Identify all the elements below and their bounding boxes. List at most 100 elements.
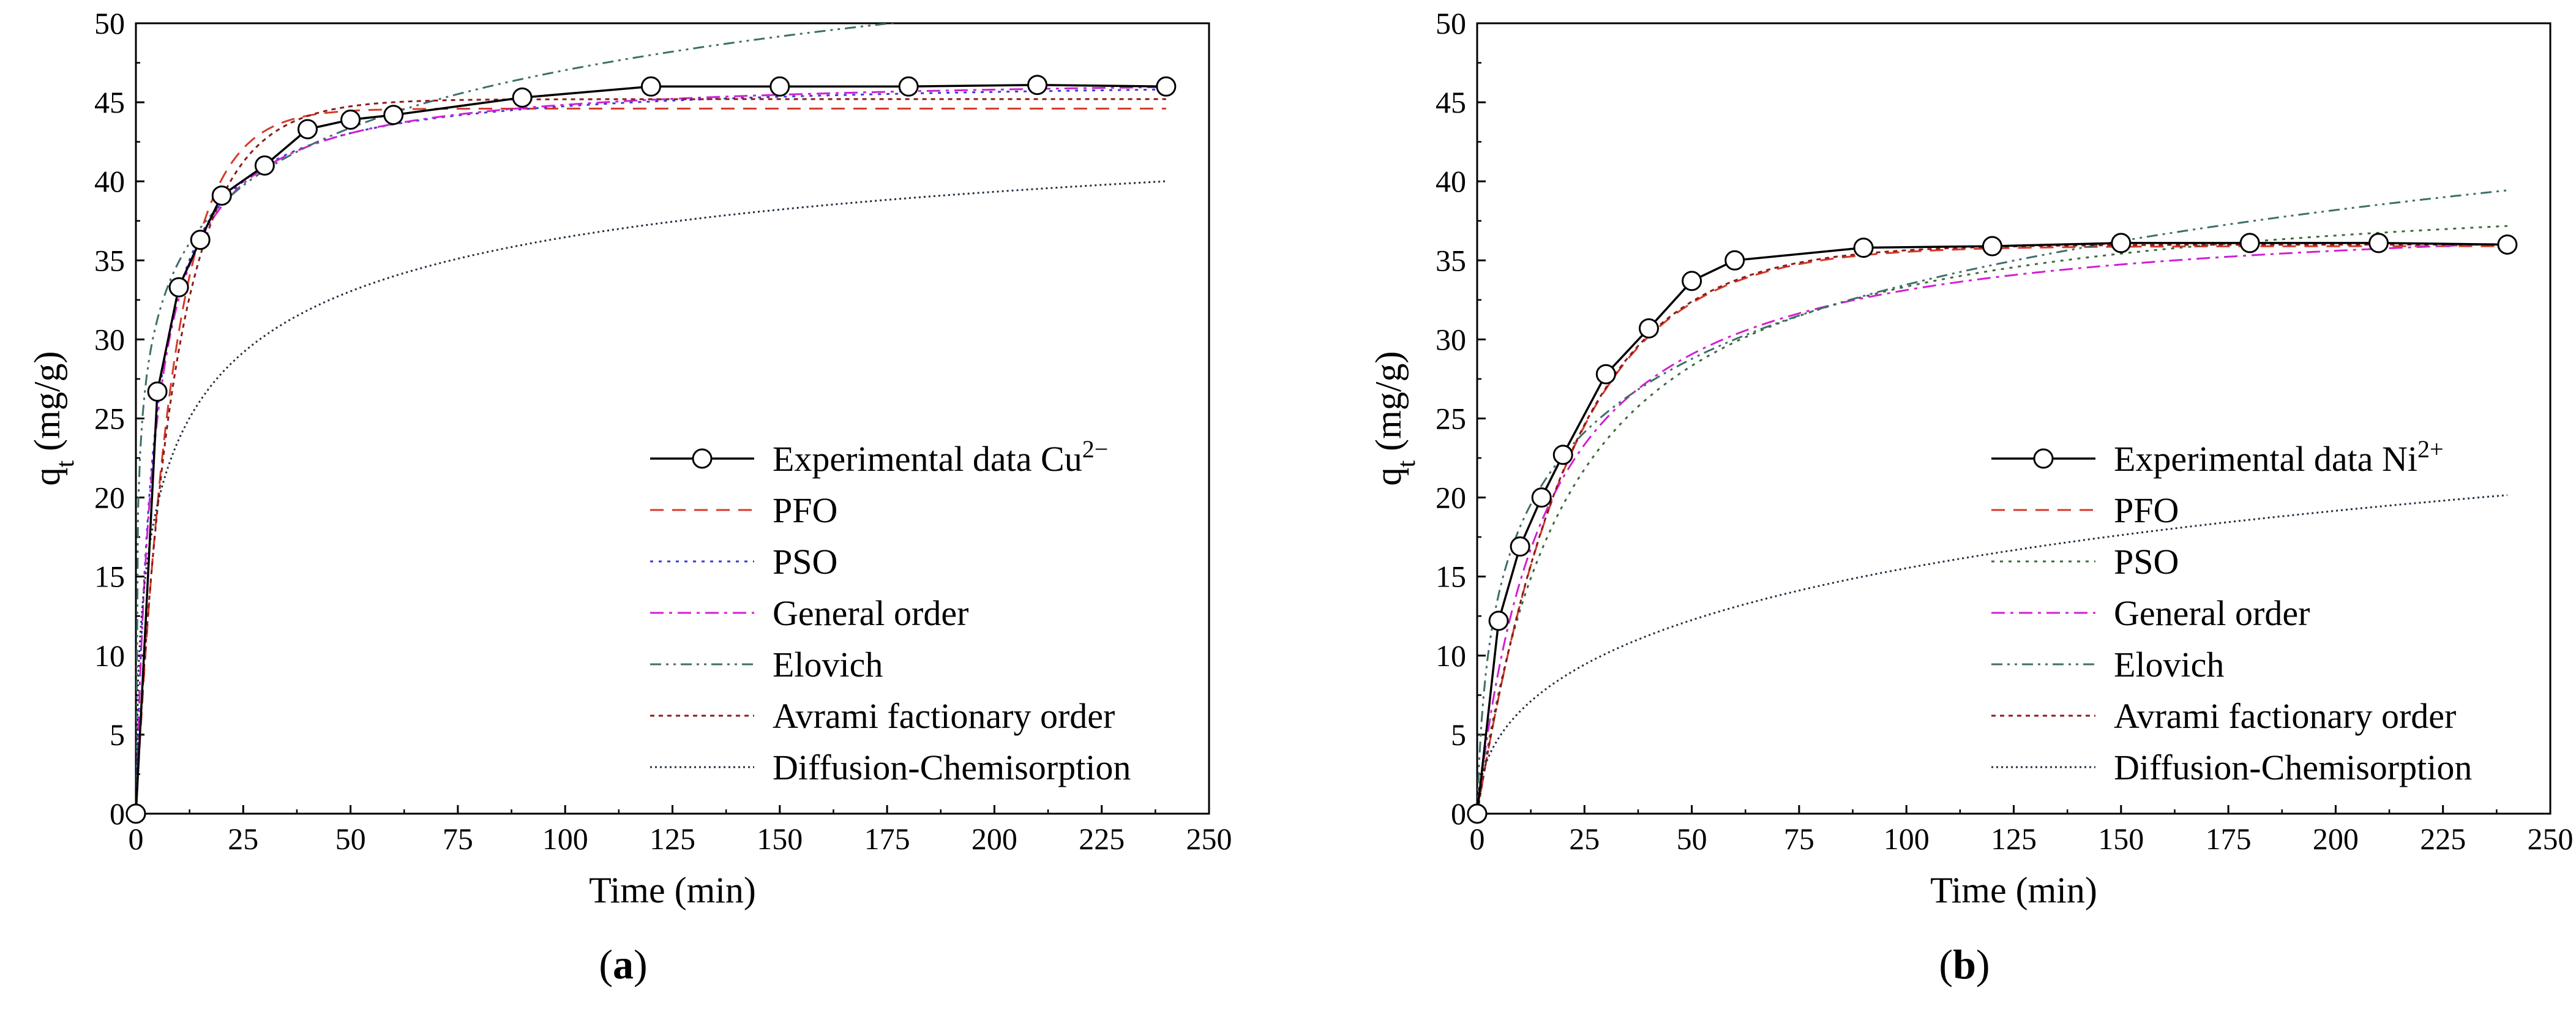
chart-0-legend-series-0-label: PFO [773,490,837,530]
chart-0-xtick-label-1: 25 [228,822,258,856]
chart-0-experimental-point-8 [383,105,404,126]
chart-1-xtick-label-10: 250 [2528,822,2574,856]
chart-1-ytick-label-1: 5 [1451,718,1466,752]
chart-0-experimental-point-9 [512,87,533,108]
chart-0-ytick-label-9: 45 [94,85,125,119]
chart-0-series-5-line [136,180,1166,814]
chart-1-experimental-point-6 [1638,318,1659,339]
chart-1-experimental-point-4 [1552,444,1573,465]
chart-0-legend-series-5-label: Diffusion-Chemisorption [773,748,1131,787]
chart-1-experimental-point-9 [1853,238,1874,258]
chart-0-experimental-point-13 [1027,75,1048,96]
chart-1-legend-series-0-label: PFO [2114,490,2179,530]
chart-1-legend-series-2-label: General order [2114,593,2310,633]
chart-0-series-4-line [136,98,1166,814]
chart-1-series-3-line [1477,189,2508,814]
chart-1-experimental-point-2 [1510,536,1530,557]
chart-1: 0 25 50 75 100 125 150 175 200 225 250 0 5 10 15 20 25 30… [1368,6,2574,988]
chart-1-experimental-point-1 [1488,610,1509,631]
chart-1-xtick-label-7: 175 [2206,822,2252,856]
chart-0-xtick-label-3: 75 [443,822,473,856]
chart-0-experimental-point-7 [340,110,361,130]
chart-1-experimental-point-12 [2239,233,2260,253]
chart-0-experimental-point-14 [1156,76,1177,97]
chart-0-legend-series-2-label: General order [773,593,968,633]
chart-0-experimental-point-5 [254,155,275,176]
chart-0-experimental-point-4 [211,185,232,206]
chart-0-xtick-label-0: 0 [129,822,144,856]
chart-1-y-axis-title-unit: (mg/g) [1368,351,1409,460]
chart-1-experimental-point-11 [2111,233,2132,253]
chart-0-experimental-point-6 [297,119,318,140]
chart-0-ytick-label-0: 0 [110,797,125,831]
chart-0-ytick-label-6: 30 [94,322,125,356]
chart-1-legend-series-4-label: Avrami factionary order [2114,696,2456,736]
chart-1-xtick-label-9: 225 [2420,822,2466,856]
chart-0-legend-series-3-label: Elovich [773,645,883,684]
chart-1-y-axis-title-sub: t [1393,460,1421,467]
chart-0-panel-label-open: ( [599,941,613,988]
chart-0-panel-label-close: ) [634,941,648,988]
chart-1-y-axis-title: qt (mg/g) [1368,351,1421,486]
chart-1-xtick-label-4: 100 [1884,822,1930,856]
chart-1-ytick-label-8: 40 [1436,164,1466,198]
chart-1-ytick-label-9: 45 [1436,85,1466,119]
chart-1-ytick-label-5: 25 [1436,402,1466,436]
chart-1-legend-experimental-name: Experimental data Ni [2114,439,2417,479]
chart-1-xtick-label-0: 0 [1470,822,1485,856]
chart-1-experimental-point-10 [1982,236,2002,257]
chart-1-series-5-line [1477,494,2508,814]
chart-1-ytick-label-0: 0 [1451,797,1466,831]
chart-0-panel-label: (a) [599,941,647,988]
chart-0-xtick-label-10: 250 [1186,822,1232,856]
chart-0-y-axis-title-unit: (mg/g) [27,351,67,460]
chart-1-legend-series-3-label: Elovich [2114,645,2224,684]
chart-1-experimental-point-0 [1467,803,1488,824]
chart-0-experimental-point-1 [147,381,168,402]
chart-1-ytick-label-4: 20 [1436,481,1466,515]
chart-0-ytick-label-3: 15 [94,560,125,594]
chart-1-experimental-point-14 [2497,234,2518,255]
chart-0-ytick-label-10: 50 [94,6,125,40]
chart-1-series-2-line [1477,242,2507,814]
chart-0-xtick-label-7: 175 [864,822,910,856]
chart-0-ytick-label-8: 40 [94,164,125,198]
chart-1-ytick-label-10: 50 [1436,6,1466,40]
chart-0-legend-experimental-name: Experimental data Cu [773,439,1082,479]
chart-0-model-curves [136,23,1166,814]
chart-0-ytick-label-4: 20 [94,481,125,515]
chart-1-legend-series-5-label: Diffusion-Chemisorption [2114,748,2472,787]
chart-0-legend-experimental-marker [692,448,713,469]
chart-0-xtick-label-9: 225 [1079,822,1125,856]
chart-0-experimental-point-11 [769,76,790,97]
chart-1-ytick-label-2: 10 [1436,639,1466,673]
chart-0-ytick-label-2: 10 [94,639,125,673]
chart-0-xtick-label-4: 100 [542,822,588,856]
chart-0-ytick-label-1: 5 [110,718,125,752]
chart-1-experimental-point-8 [1724,250,1745,271]
chart-0-xtick-label-5: 125 [650,822,695,856]
chart-0-experimental-point-10 [640,76,661,97]
chart-1-xtick-label-8: 200 [2313,822,2359,856]
chart-1-xtick-label-3: 75 [1784,822,1814,856]
chart-0-panel-label-letter: a [613,941,634,988]
chart-0-legend-experimental-label: Experimental data Cu2− [773,435,1108,479]
chart-0-y-axis-title-sub: t [51,460,80,467]
chart-0-legend-experimental-superscript: 2− [1082,435,1109,463]
chart-1-legend-experimental-marker [2033,448,2054,469]
chart-0-series-2-line [136,86,1166,814]
chart-1-panel-label-close: ) [1976,941,1990,988]
chart-0-experimental-point-0 [125,803,146,824]
chart-0-y-axis-title-main: q [27,467,67,486]
chart-0-ytick-label-5: 25 [94,402,125,436]
chart-1-xtick-label-2: 50 [1677,822,1707,856]
chart-0-experimental-point-2 [168,277,189,298]
chart-1-experimental-point-3 [1531,487,1552,508]
chart-0-experimental-point-12 [898,76,919,97]
chart-1-ytick-label-7: 35 [1436,243,1466,277]
chart-0-ytick-label-7: 35 [94,243,125,277]
chart-0-legend-series-4-label: Avrami factionary order [773,696,1115,736]
chart-1-panel-label-open: ( [1939,941,1953,988]
chart-1-experimental-point-7 [1682,271,1702,291]
